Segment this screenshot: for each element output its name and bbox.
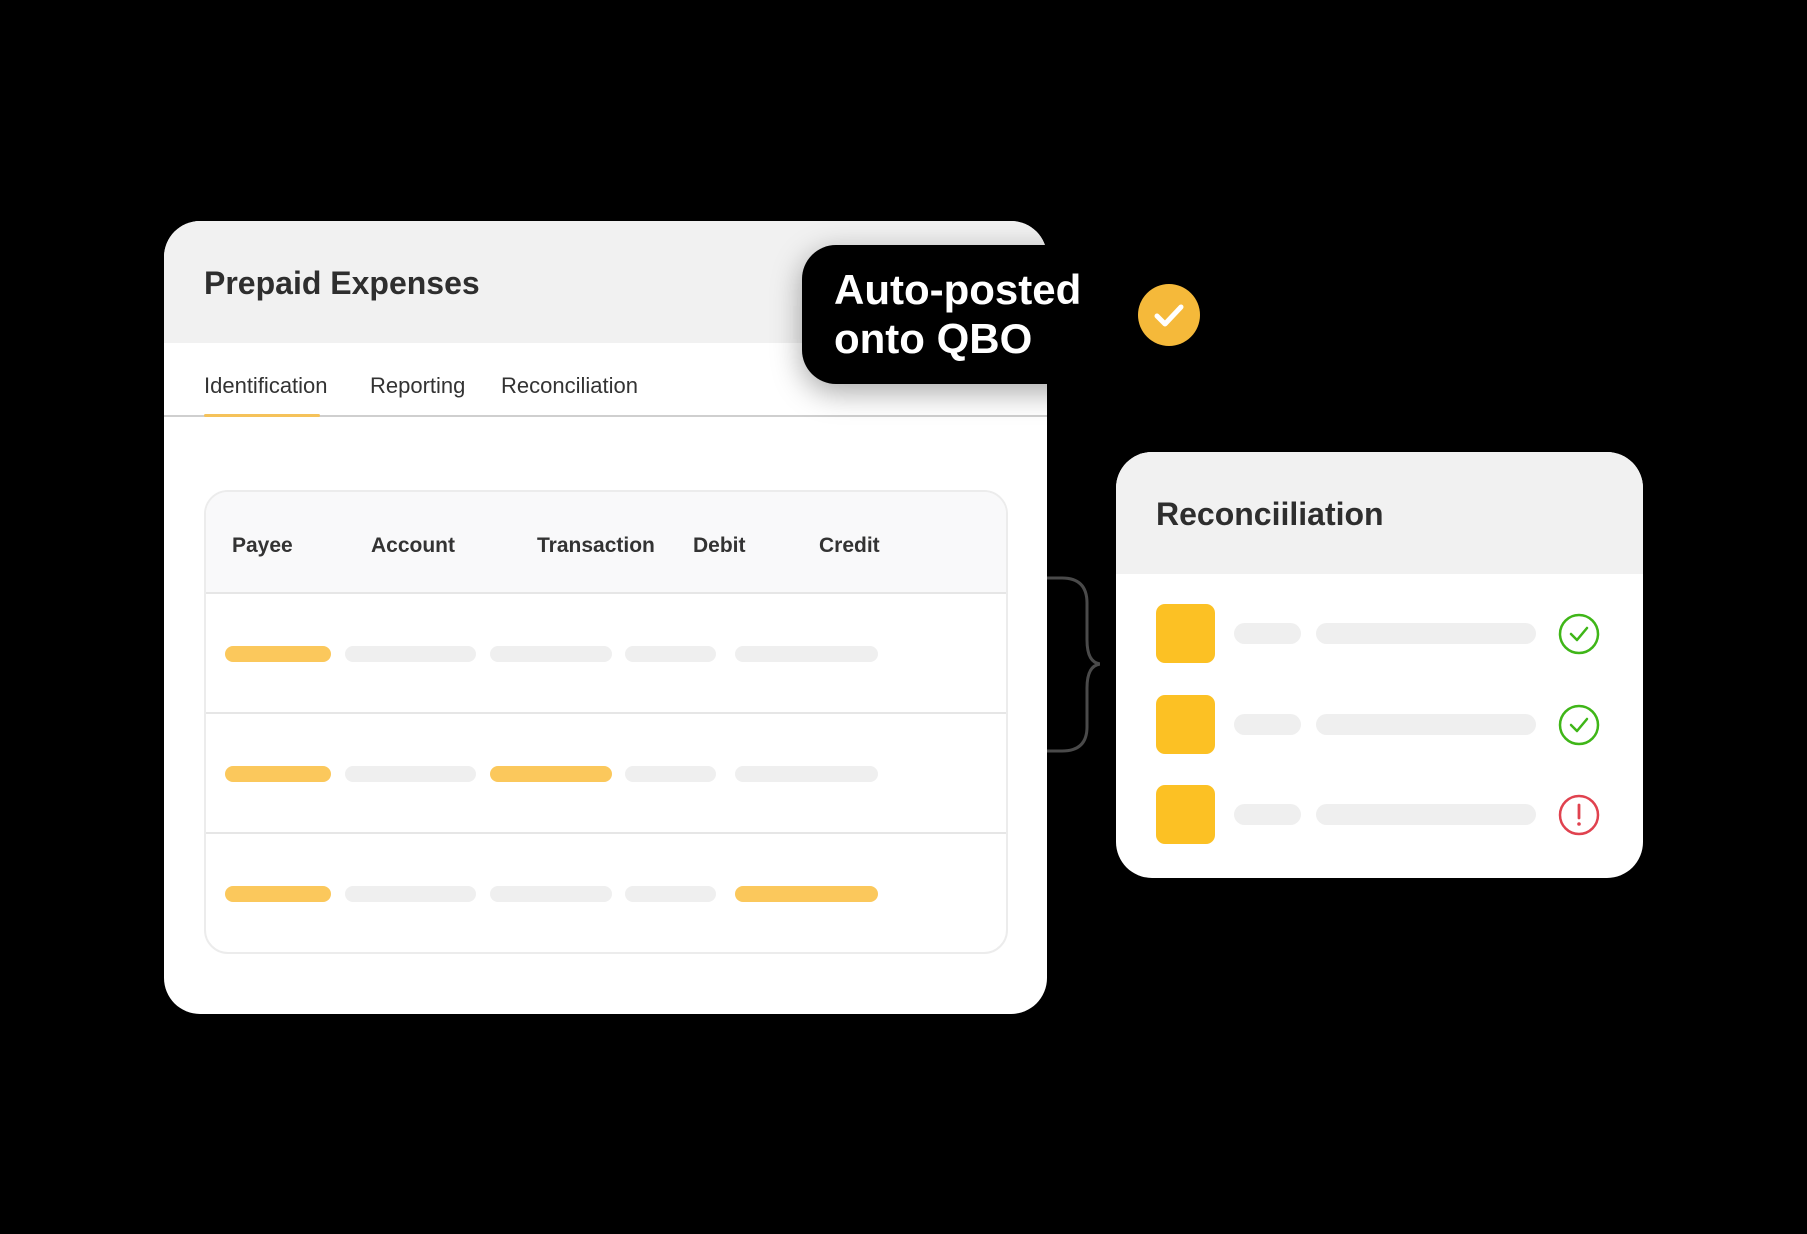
reconciliation-card: Reconciiliation	[1116, 452, 1643, 878]
item-thumbnail	[1156, 785, 1215, 844]
tab-reporting[interactable]: Reporting	[370, 373, 466, 398]
reconciliation-item	[1156, 785, 1643, 844]
table-row[interactable]	[206, 594, 1006, 714]
tooltip-text: Auto-posted onto QBO	[834, 265, 1081, 363]
account-placeholder	[345, 766, 476, 782]
column-debit: Debit	[693, 534, 746, 557]
reconciliation-item	[1156, 604, 1643, 663]
transaction-placeholder	[490, 646, 612, 662]
tab-bar: Identification Reporting Reconciliation	[164, 343, 1047, 417]
card-title: Reconciiliation	[1156, 496, 1384, 532]
column-account: Account	[371, 534, 455, 557]
item-label-placeholder	[1234, 804, 1301, 825]
item-thumbnail	[1156, 695, 1215, 754]
tooltip-line-2: onto QBO	[834, 315, 1033, 362]
table-header: Payee Account Transaction Debit Credit	[206, 492, 1006, 594]
transaction-placeholder	[490, 766, 612, 782]
item-value-placeholder	[1316, 714, 1536, 735]
item-value-placeholder	[1316, 804, 1536, 825]
credit-placeholder	[735, 766, 878, 782]
check-circle-icon	[1138, 284, 1200, 346]
active-tab-indicator	[204, 414, 320, 417]
payee-placeholder	[225, 646, 331, 662]
debit-placeholder	[625, 646, 716, 662]
transactions-table: Payee Account Transaction Debit Credit	[204, 490, 1008, 954]
account-placeholder	[345, 886, 476, 902]
tab-identification[interactable]: Identification	[204, 373, 328, 398]
column-transaction: Transaction	[537, 534, 655, 557]
alert-circle-icon	[1558, 794, 1600, 836]
payee-placeholder	[225, 886, 331, 902]
check-circle-icon	[1558, 704, 1600, 746]
bracket-connector	[1047, 576, 1100, 753]
credit-placeholder	[735, 646, 878, 662]
check-circle-icon	[1558, 613, 1600, 655]
item-thumbnail	[1156, 604, 1215, 663]
debit-placeholder	[625, 886, 716, 902]
tab-reconciliation[interactable]: Reconciliation	[501, 373, 638, 398]
tooltip-line-1: Auto-posted	[834, 266, 1082, 313]
column-credit: Credit	[819, 534, 880, 557]
item-label-placeholder	[1234, 714, 1301, 735]
table-row[interactable]	[206, 714, 1006, 834]
transaction-placeholder	[490, 886, 612, 902]
account-placeholder	[345, 646, 476, 662]
payee-placeholder	[225, 766, 331, 782]
auto-posted-tooltip: Auto-posted onto QBO	[802, 245, 1227, 384]
card-title: Prepaid Expenses	[204, 265, 480, 301]
table-row[interactable]	[206, 834, 1006, 952]
column-payee: Payee	[232, 534, 293, 557]
reconciliation-item	[1156, 695, 1643, 754]
credit-placeholder	[735, 886, 878, 902]
item-value-placeholder	[1316, 623, 1536, 644]
item-label-placeholder	[1234, 623, 1301, 644]
card-header: Reconciiliation	[1116, 452, 1643, 574]
debit-placeholder	[625, 766, 716, 782]
